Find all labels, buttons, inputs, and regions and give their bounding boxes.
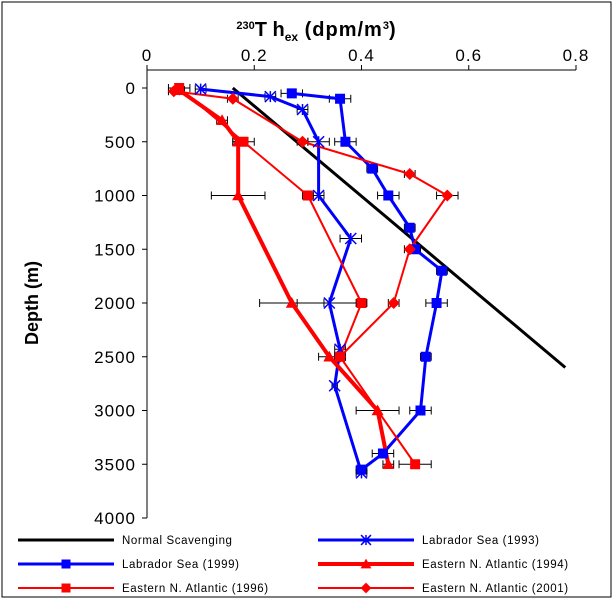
star-marker <box>344 232 357 245</box>
legend-label: Labrador Sea (1993) <box>422 535 540 547</box>
triangle-marker <box>216 114 229 126</box>
diamond-marker <box>441 189 454 202</box>
square-marker <box>383 190 394 201</box>
diamond-marker <box>403 168 416 180</box>
triangle-marker <box>285 297 298 308</box>
y-tick-label: 500 <box>105 133 136 152</box>
legend-label: Eastern N. Atlantic (1996) <box>122 583 269 595</box>
x-axis-title-sub: ex <box>285 30 299 44</box>
square-marker <box>356 298 367 308</box>
x-axis-title-close: ) <box>389 19 396 41</box>
x-axis-title-sup: 230 <box>236 20 254 32</box>
star-marker <box>312 135 325 148</box>
diamond-marker <box>226 92 239 105</box>
legend: Normal Scavenging Labrador Sea (1993) Labr… <box>18 534 569 595</box>
star-marker <box>194 83 207 96</box>
triangle-marker <box>382 458 395 470</box>
triangle-marker <box>232 189 245 201</box>
x-tick-label: 0 <box>142 46 152 65</box>
square-marker <box>367 163 378 174</box>
triangle-marker <box>360 558 372 569</box>
square-marker <box>174 83 185 93</box>
triangle-marker <box>371 404 384 416</box>
diamond-marker <box>334 350 347 363</box>
star-marker <box>323 296 336 310</box>
y-axis-title: Depth (m) <box>22 261 42 345</box>
star-marker <box>328 379 341 392</box>
legend-label: Normal Scavenging <box>122 535 233 547</box>
diamond-marker <box>387 297 400 309</box>
series-line <box>173 90 449 358</box>
x-tick-label: 0.8 <box>563 46 590 65</box>
diamond-marker <box>403 243 416 256</box>
y-tick-label: 2500 <box>94 348 136 367</box>
square-marker <box>61 559 71 569</box>
star-marker <box>264 90 277 103</box>
series-line <box>231 86 567 369</box>
legend-label: Eastern N. Atlantic (1994) <box>422 559 569 571</box>
axes: 0 0.2 0.4 0.6 0.8 0 500 1000 1500 2000 2500 3000 350… <box>94 46 590 528</box>
legend-label: Eastern N. Atlantic (2001) <box>422 583 569 595</box>
square-marker <box>436 265 447 276</box>
square-marker <box>356 464 367 475</box>
square-marker <box>340 136 351 147</box>
diamond-marker <box>167 85 180 98</box>
triangle-marker <box>323 350 336 362</box>
star-marker <box>296 103 309 116</box>
square-marker <box>377 448 388 459</box>
y-tick-label: 4000 <box>94 509 136 528</box>
x-axis-title: 230T hex (dpm/m3) <box>236 19 395 44</box>
square-marker <box>302 190 313 201</box>
square-marker <box>410 459 421 470</box>
square-marker <box>415 405 426 416</box>
star-marker <box>360 534 372 546</box>
legend-label: Labrador Sea (1999) <box>122 559 240 571</box>
y-tick-label: 3000 <box>94 402 136 421</box>
square-marker <box>286 88 297 99</box>
y-tick-label: 1500 <box>94 240 136 259</box>
x-tick-label: 0.2 <box>241 46 268 65</box>
square-marker <box>238 136 249 147</box>
diamond-marker <box>296 135 309 148</box>
square-marker <box>420 351 431 362</box>
x-axis-title-main: T h <box>255 19 285 41</box>
markers <box>167 83 454 479</box>
y-tick-label: 2000 <box>94 294 136 313</box>
square-marker <box>404 222 415 233</box>
y-tick-label: 1000 <box>94 187 136 206</box>
x-axis-title-units: (dpm/m <box>298 19 383 41</box>
diamond-marker <box>360 582 372 594</box>
square-marker <box>61 583 71 593</box>
square-marker <box>431 298 442 308</box>
x-tick-label: 0.6 <box>455 46 482 65</box>
x-tick-label: 0.4 <box>348 46 375 65</box>
y-tick-label: 0 <box>126 79 136 98</box>
series-line <box>178 87 416 465</box>
series <box>173 86 567 474</box>
square-marker <box>335 93 346 104</box>
x-axis-title-sup2: 3 <box>383 20 389 32</box>
y-tick-label: 3500 <box>94 455 136 474</box>
star-marker <box>312 189 325 202</box>
